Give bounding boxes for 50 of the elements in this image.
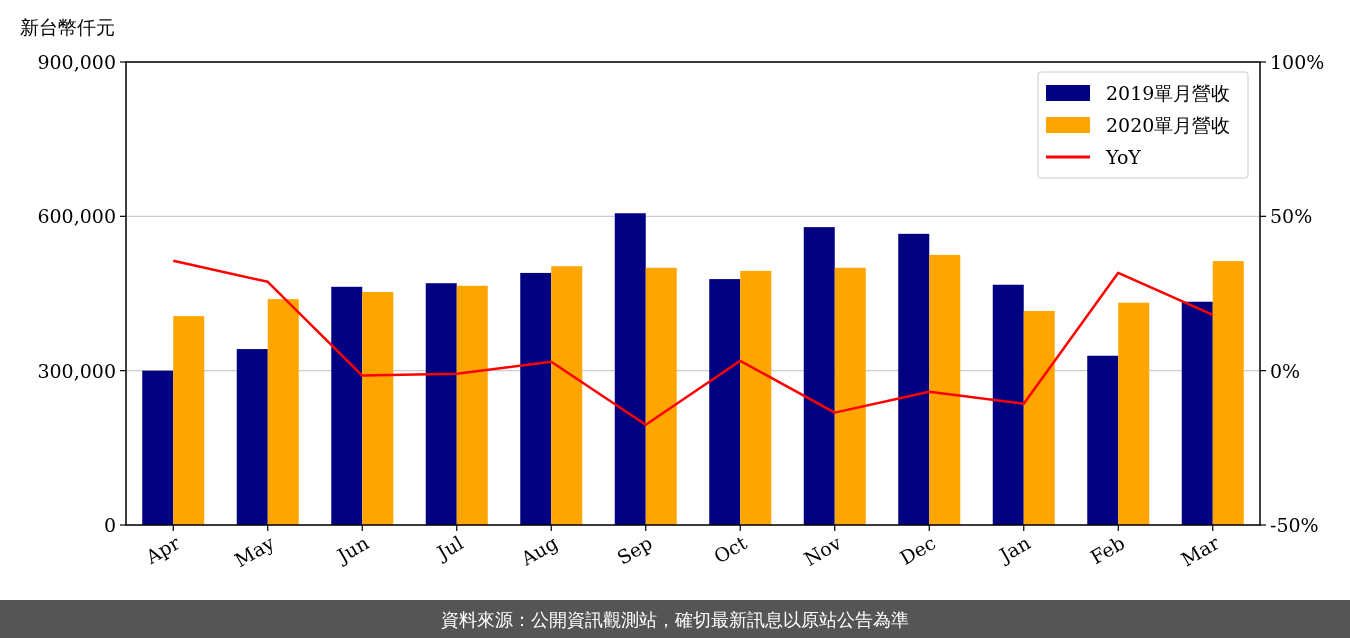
x-tick-label: Feb xyxy=(1086,531,1129,569)
y-tick-label: 900,000 xyxy=(37,51,116,73)
bar xyxy=(992,284,1024,525)
bar xyxy=(834,267,866,525)
x-tick-label: Dec xyxy=(896,531,940,570)
legend-label: 2019單月營收 xyxy=(1106,82,1231,104)
y2-tick-label: 0% xyxy=(1270,359,1301,382)
bar xyxy=(614,213,646,525)
bar xyxy=(142,370,174,525)
bar xyxy=(709,279,741,525)
bar xyxy=(331,286,363,525)
legend-label: 2020單月營收 xyxy=(1106,114,1231,136)
x-tick-label: Jun xyxy=(331,531,373,568)
bar xyxy=(1118,302,1150,525)
x-tick-label: Mar xyxy=(1177,530,1224,571)
bar xyxy=(1212,261,1244,525)
bar xyxy=(173,316,205,525)
bar xyxy=(1087,355,1119,525)
x-tick-label: Nov xyxy=(800,531,845,570)
x-tick-label: May xyxy=(230,531,278,572)
bar xyxy=(362,291,394,525)
bar xyxy=(456,285,488,525)
bar xyxy=(803,227,835,525)
bar xyxy=(236,349,268,525)
x-tick-label: Jan xyxy=(994,531,1034,568)
y-tick-label: 600,000 xyxy=(37,205,116,228)
y2-tick-label: 50% xyxy=(1270,205,1313,228)
y2-tick-label: 100% xyxy=(1270,51,1325,73)
bar xyxy=(645,267,677,525)
source-note: 資料來源：公開資訊觀測站，確切最新訊息以原站公告為準 xyxy=(441,609,909,630)
bar xyxy=(1023,310,1055,525)
y2-tick-label: -50% xyxy=(1270,514,1319,536)
bar xyxy=(740,270,772,525)
legend-label: YoY xyxy=(1105,146,1142,168)
bar xyxy=(929,254,961,525)
x-tick-label: Sep xyxy=(613,531,656,569)
x-tick-label: Apr xyxy=(141,530,185,569)
bar xyxy=(898,233,930,525)
y-tick-label: 0 xyxy=(103,514,116,536)
bar xyxy=(1181,301,1213,525)
x-tick-label: Oct xyxy=(709,531,751,568)
line-series xyxy=(172,259,1214,426)
x-tick-label: Jul xyxy=(431,531,467,565)
y-tick-label: 300,000 xyxy=(37,359,116,382)
bar xyxy=(267,299,299,525)
y-axis-title: 新台幣仟元 xyxy=(20,16,115,38)
x-tick-label: Aug xyxy=(516,531,562,571)
bar xyxy=(425,283,457,525)
bar xyxy=(551,266,583,525)
bar xyxy=(520,272,552,525)
